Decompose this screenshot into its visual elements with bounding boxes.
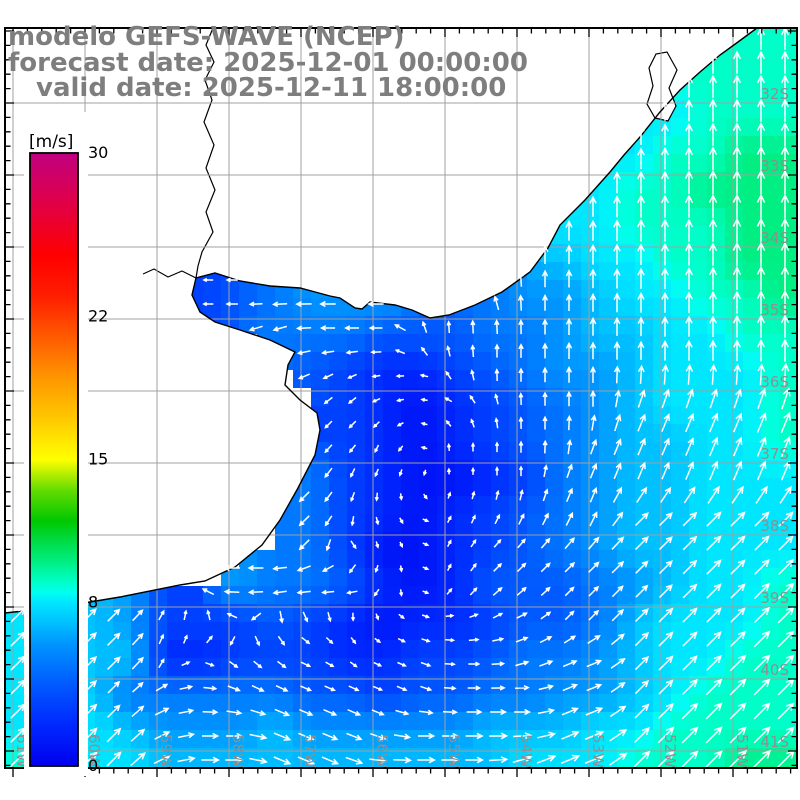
lon-label: 57W	[301, 734, 319, 768]
forecast-date: forecast date: 2025-12-01 00:00:00	[8, 48, 528, 78]
colorbar-tick-labels: 30 22 15 8 0	[88, 143, 108, 775]
lat-label: 34S	[760, 229, 789, 247]
lon-label: 58W	[229, 734, 247, 768]
colorbar-tick-label: 8	[88, 593, 98, 612]
lat-label: 39S	[760, 589, 789, 607]
wind-arrows-layer	[9, 28, 796, 768]
colorbar-unit-label: [m/s]	[29, 132, 73, 152]
lon-label: 54W	[517, 734, 535, 768]
colorbar: [m/s] 30 22 15 8 0	[24, 112, 108, 776]
colorbar-tick-label: 22	[88, 306, 108, 325]
lon-label: 55W	[445, 734, 463, 768]
coastline-layer	[4, 27, 758, 614]
lat-label: 36S	[760, 373, 789, 391]
lat-label: 32S	[760, 85, 789, 103]
model-title: modelo GEFS-WAVE (NCEP)	[8, 22, 404, 52]
lat-label: 35S	[760, 301, 789, 319]
lat-label: 37S	[760, 445, 789, 463]
colorbar-tick-label: 30	[88, 143, 108, 162]
map-title-block: modelo GEFS-WAVE (NCEP) forecast date: 2…	[8, 22, 528, 103]
lon-label: 56W	[373, 734, 391, 768]
lat-label: 41S	[760, 733, 789, 751]
lon-label: 59W	[157, 734, 175, 768]
lon-label: 60W	[85, 734, 103, 768]
colorbar-tick-label: 15	[88, 450, 108, 469]
lon-label: 51W	[733, 734, 751, 768]
graticule-layer	[5, 28, 797, 768]
lon-label: 52W	[661, 734, 679, 768]
land-layer	[5, 27, 757, 613]
colorbar-tick-label: 0	[88, 756, 98, 775]
valid-date: valid date: 2025-12-11 18:00:00	[36, 73, 506, 103]
lat-label: 38S	[760, 517, 789, 535]
lon-label: 53W	[589, 734, 607, 768]
lat-label: 40S	[760, 661, 789, 679]
colorbar-gradient-bar	[29, 152, 79, 767]
lat-label: 33S	[760, 157, 789, 175]
frame-and-ticks-layer	[4, 27, 798, 777]
